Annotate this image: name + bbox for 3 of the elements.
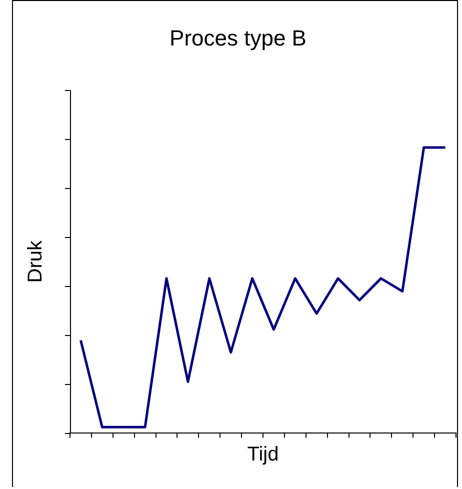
y-axis-title: Druk: [24, 239, 47, 283]
chart-title: Proces type B: [170, 25, 306, 50]
x-axis-title: Tijd: [247, 444, 279, 466]
